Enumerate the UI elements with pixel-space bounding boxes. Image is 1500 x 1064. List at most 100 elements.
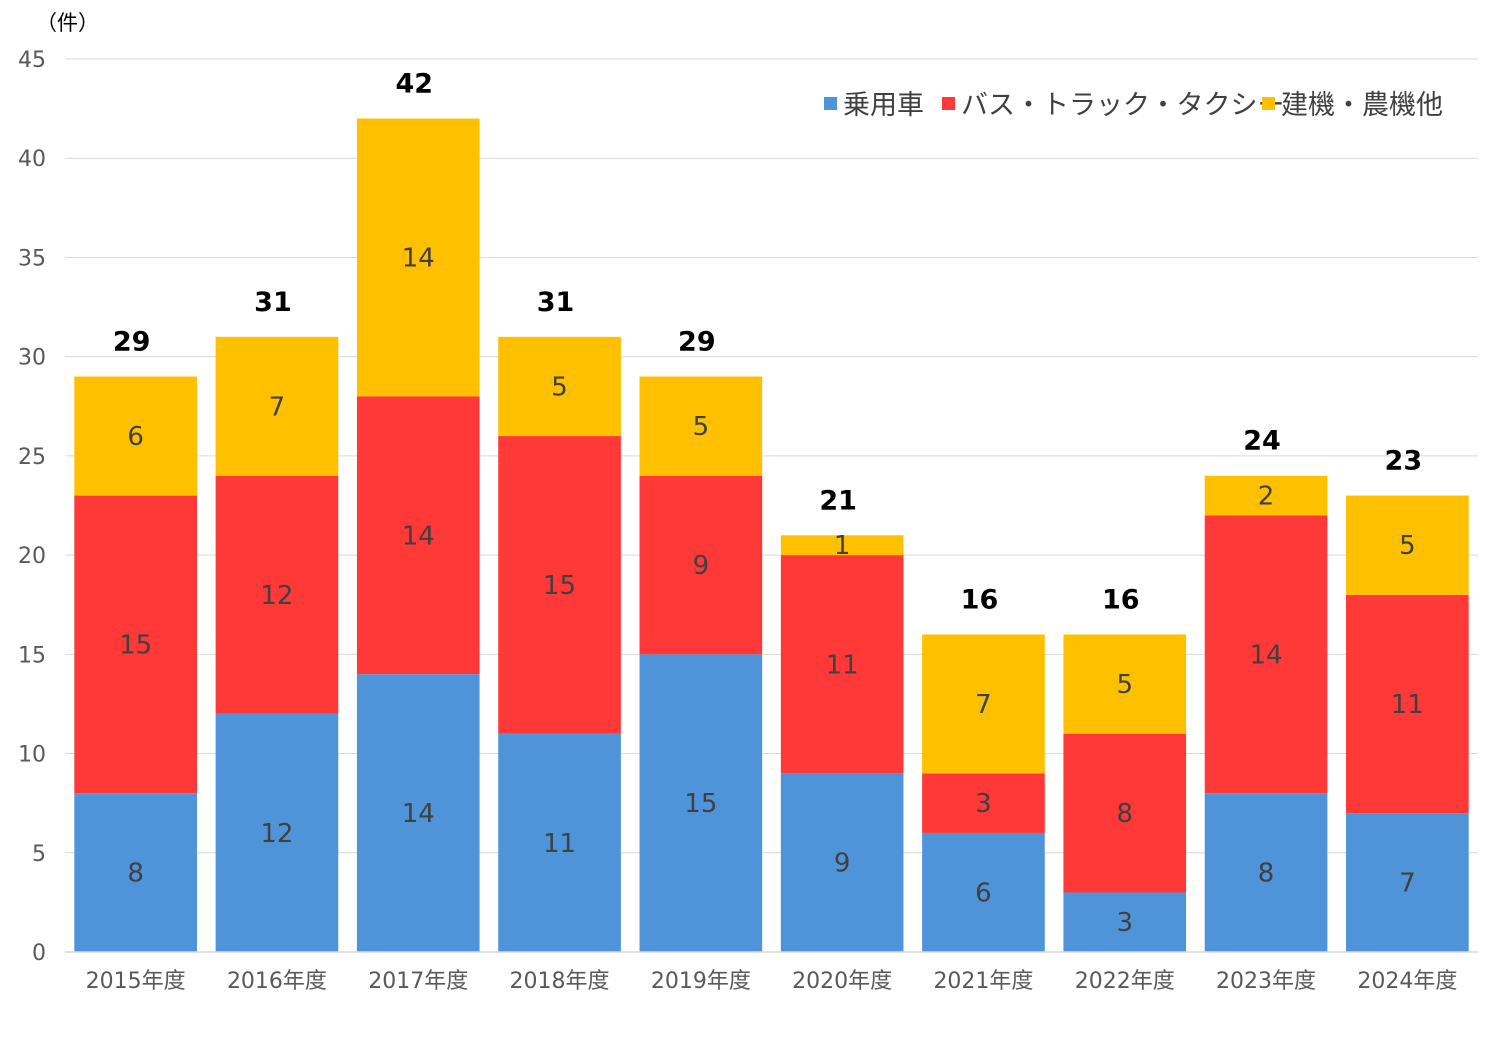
bar-segment [498,733,621,952]
total-value-label: 29 [678,327,716,358]
y-tick-label: 20 [18,544,46,569]
segment-value-label: 5 [693,412,710,442]
bar-segment [74,793,197,952]
y-tick-label: 30 [18,346,46,371]
x-tick-label: 2019年度 [651,969,751,994]
y-tick-label: 25 [18,445,46,470]
legend-swatch [1262,97,1275,110]
bar-segment [1204,793,1328,952]
y-tick-label: 15 [18,643,46,668]
segment-value-label: 5 [1399,531,1416,561]
bar-segment [639,376,763,476]
segment-value-label: 15 [543,571,576,601]
total-value-label: 21 [819,485,857,516]
segment-value-label: 14 [1250,640,1283,670]
bar-segment [1346,594,1469,814]
segment-value-label: 6 [975,878,992,908]
legend-label: 乗用車 [843,90,924,121]
segment-value-label: 2 [1258,482,1275,512]
legend-swatch [824,97,837,110]
bar-segment [1346,813,1469,952]
bar-segment [356,396,480,675]
segment-value-label: 6 [127,422,144,452]
segment-value-label: 5 [551,372,568,402]
y-axis-unit-label: （件） [36,11,99,35]
segment-value-label: 7 [269,392,286,422]
segment-value-label: 11 [1391,690,1424,720]
x-tick-label: 2017年度 [368,969,468,994]
segment-value-label: 3 [1116,908,1133,938]
data-labels: 8156291212731141414421115531159529911121… [113,69,1424,939]
bar-segment [215,336,339,476]
bar-segment [356,674,480,952]
total-value-label: 29 [113,327,151,358]
segment-value-label: 9 [834,849,851,879]
x-tick-label: 2022年度 [1075,969,1175,994]
x-tick-label: 2016年度 [227,969,327,994]
y-tick-label: 0 [32,941,46,966]
y-tick-label: 10 [18,743,46,768]
segment-value-label: 7 [975,690,992,720]
segment-value-label: 1 [834,531,851,561]
bar-segment [1204,475,1328,516]
bar-segment [780,535,904,556]
segment-value-label: 8 [1116,799,1133,829]
total-value-label: 24 [1243,426,1281,457]
segment-value-label: 11 [826,650,859,680]
x-tick-label: 2023年度 [1216,969,1316,994]
legend-label: 建機・農機他 [1281,90,1443,121]
total-value-label: 31 [254,287,292,318]
segment-value-label: 8 [1258,859,1275,889]
total-value-label: 16 [961,584,999,615]
bar-segment [74,495,197,794]
x-tick-label: 2020年度 [792,969,892,994]
bar-segment [922,832,1045,952]
y-tick-label: 5 [32,842,46,867]
y-tick-label: 45 [18,48,46,73]
bar-segment [1063,892,1187,952]
x-tick-label: 2024年度 [1357,969,1457,994]
bar-segment [498,436,621,734]
total-value-label: 16 [1102,584,1140,615]
segment-value-label: 8 [127,859,144,889]
segment-value-label: 3 [975,789,992,819]
bar-segment [1063,733,1187,893]
segment-value-label: 7 [1399,869,1416,899]
bar-segment [639,654,763,952]
bar-segment [74,376,197,496]
bar-segment [1063,634,1187,734]
segment-value-label: 15 [684,789,717,819]
bar-segment [356,118,480,397]
segment-value-label: 14 [402,521,435,551]
segment-value-label: 15 [119,630,152,660]
bar-segment [780,773,904,952]
bar-segment [215,713,339,952]
segment-value-label: 12 [260,581,293,611]
segment-value-label: 11 [543,829,576,859]
total-value-label: 31 [537,287,575,318]
x-tick-label: 2015年度 [86,969,186,994]
bar-segment [215,475,339,714]
segment-value-label: 12 [260,819,293,849]
bar-segment [922,773,1045,833]
bar-segment [780,555,904,774]
legend-swatch [942,97,955,110]
x-tick-label: 2021年度 [933,969,1033,994]
x-tick-label: 2018年度 [510,969,610,994]
segment-value-label: 5 [1116,670,1133,700]
bars [74,118,1469,952]
bar-segment [922,634,1045,774]
y-tick-label: 40 [18,147,46,172]
total-value-label: 42 [395,69,433,100]
segment-value-label: 9 [693,551,710,581]
total-value-label: 23 [1385,446,1423,477]
bar-segment [1346,495,1469,595]
bar-segment [498,336,621,437]
y-tick-label: 35 [18,246,46,271]
bar-segment [1204,515,1328,794]
bar-segment [639,475,763,655]
